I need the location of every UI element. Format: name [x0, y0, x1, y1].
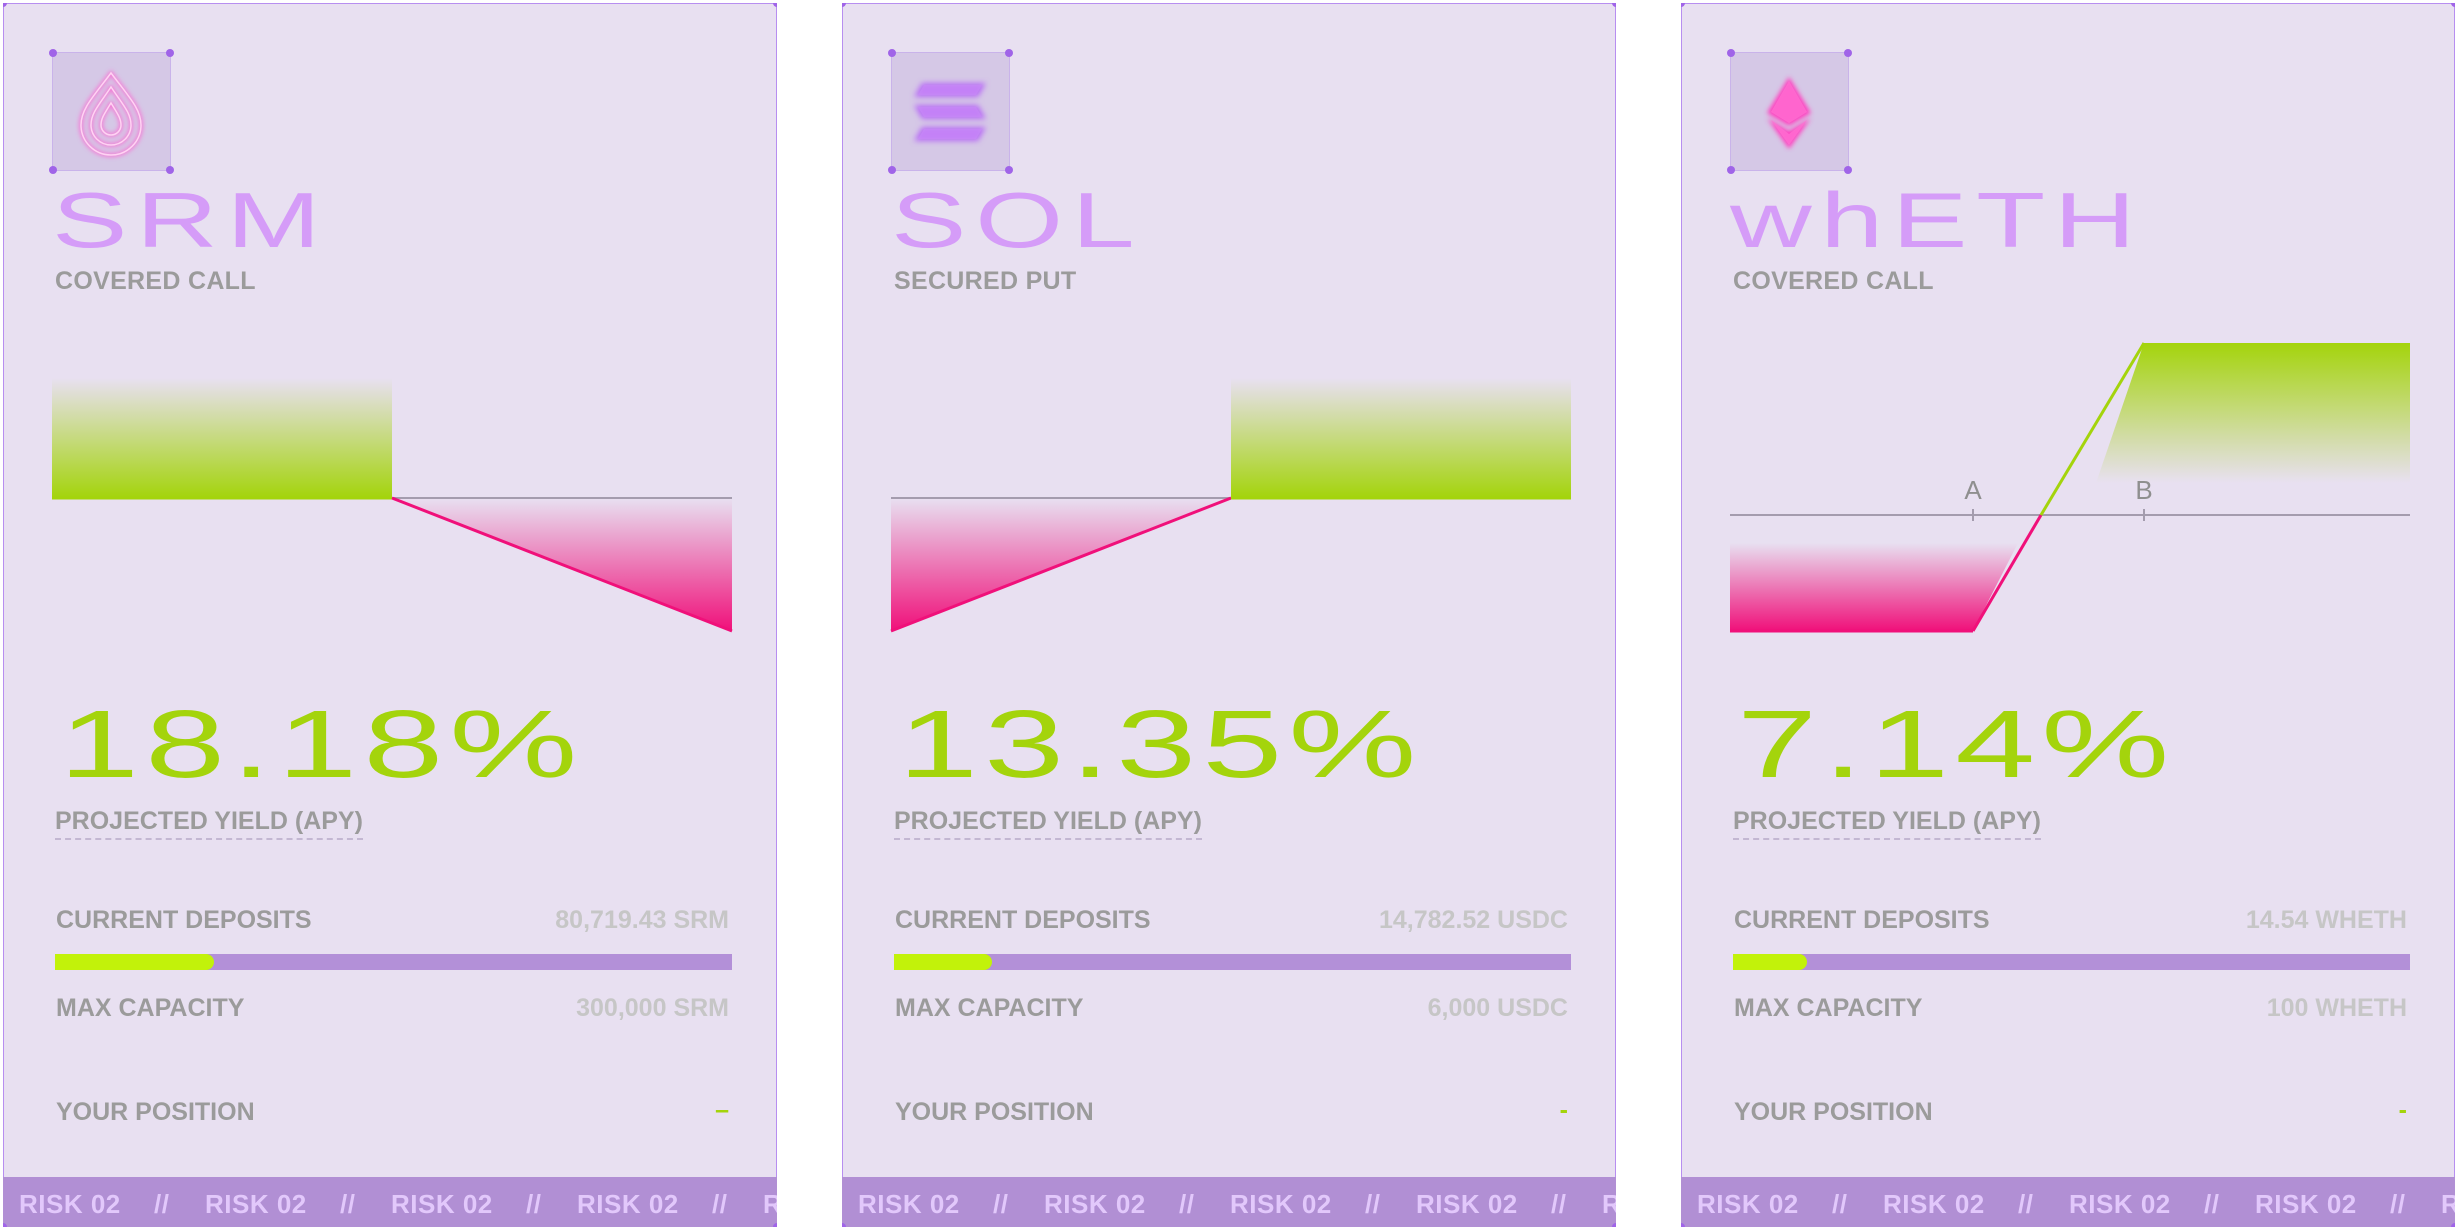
risk-separator: //	[712, 1189, 728, 1219]
risk-separator: //	[340, 1189, 356, 1219]
profit-area	[52, 378, 392, 498]
position-label: YOUR POSITION	[1734, 1098, 1933, 1126]
strategy-label: SECURED PUT	[894, 267, 1077, 295]
vault-card-wheth[interactable]: whETH COVERED CALL A B	[1681, 3, 2455, 1227]
strategy-label: COVERED CALL	[1733, 267, 1934, 295]
projected-yield: 18.18%	[59, 691, 584, 798]
deposits-value: 14,782.52 USDC	[1378, 906, 1568, 934]
payoff-diagram: A B	[1730, 342, 2410, 633]
serum-drop-icon	[79, 70, 143, 157]
payoff-line	[391, 496, 733, 633]
payoff-line	[2039, 342, 2146, 516]
loss-area	[1730, 543, 2018, 631]
projected-yield: 7.14%	[1737, 691, 2176, 798]
deposit-fill	[55, 954, 215, 970]
deposits-value: 14.54 WHETH	[2245, 906, 2407, 934]
risk-band: RISK 02 // RISK 02 // RISK 02 // RISK 02 // RISK…	[842, 1177, 1616, 1227]
asset-name: SRM	[52, 176, 330, 264]
risk-label: RISK 02	[1416, 1189, 1518, 1219]
risk-label: RISK 02	[1230, 1189, 1332, 1219]
card-border	[2454, 3, 2455, 1227]
risk-separator: //	[1179, 1189, 1195, 1219]
risk-separator: //	[2204, 1189, 2220, 1219]
position-value: –	[715, 1096, 729, 1124]
card-border	[1615, 3, 1616, 1227]
strategy-label: COVERED CALL	[55, 267, 256, 295]
risk-band: RISK 02 // RISK 02 // RISK 02 // RISK 02 // RISK…	[1681, 1177, 2455, 1227]
risk-label: RISK 02	[1044, 1189, 1146, 1219]
capacity-bar	[894, 954, 1571, 970]
risk-label: RISK 02	[2069, 1189, 2171, 1219]
risk-label: RISK 02	[205, 1189, 307, 1219]
yield-label[interactable]: PROJECTED YIELD (APY)	[894, 807, 1202, 840]
capacity-value: 300,000 SRM	[576, 994, 729, 1022]
asset-name: whETH	[1730, 176, 2145, 264]
projected-yield: 13.35%	[898, 691, 1423, 798]
capacity-value: 100 WHETH	[2266, 994, 2407, 1022]
vault-card-sol[interactable]: SOL SECURED PUT 13.35% PROJECTED YIELD (…	[842, 3, 1616, 1227]
profit-area	[1231, 378, 1571, 498]
capacity-value: 6,000 USDC	[1427, 994, 1568, 1022]
risk-separator: //	[993, 1189, 1009, 1219]
position-value: -	[2398, 1096, 2407, 1124]
asset-logo	[888, 49, 1013, 174]
risk-label: RISK 02	[1883, 1189, 1985, 1219]
solana-icon	[914, 83, 986, 141]
profit-area	[2096, 343, 2410, 483]
card-border	[842, 3, 1616, 4]
card-border	[842, 3, 843, 1227]
card-border	[3, 3, 4, 1227]
deposits-label: CURRENT DEPOSITS	[895, 906, 1151, 934]
risk-separator: //	[1365, 1189, 1381, 1219]
capacity-label: MAX CAPACITY	[895, 994, 1084, 1022]
risk-label: RISK 02	[1602, 1189, 1616, 1219]
risk-separator: //	[2390, 1189, 2406, 1219]
card-border	[1681, 3, 1682, 1227]
deposits-label: CURRENT DEPOSITS	[1734, 906, 1990, 934]
risk-separator: //	[154, 1189, 170, 1219]
asset-name: SOL	[891, 176, 1144, 264]
deposits-label: CURRENT DEPOSITS	[56, 906, 312, 934]
position-value: -	[1559, 1096, 1568, 1124]
risk-label: RISK 02	[763, 1189, 777, 1219]
card-border	[1681, 3, 2455, 4]
payoff-line	[1971, 514, 2043, 632]
risk-separator: //	[1832, 1189, 1848, 1219]
strike-label-a: A	[1964, 475, 1982, 505]
position-label: YOUR POSITION	[56, 1098, 255, 1126]
risk-label: RISK 02	[2255, 1189, 2357, 1219]
asset-logo	[49, 49, 174, 174]
deposits-value: 80,719.43 SRM	[555, 906, 729, 934]
position-label: YOUR POSITION	[895, 1098, 1094, 1126]
risk-label: RISK 02	[19, 1189, 121, 1219]
vault-card-srm[interactable]: SRM COVERED CALL 18.18% PROJECTED YIELD …	[3, 3, 777, 1227]
yield-label[interactable]: PROJECTED YIELD (APY)	[55, 807, 363, 840]
deposit-fill	[894, 954, 993, 970]
yield-label[interactable]: PROJECTED YIELD (APY)	[1733, 807, 2041, 840]
capacity-bar	[55, 954, 732, 970]
payoff-diagram	[52, 378, 733, 633]
capacity-label: MAX CAPACITY	[1734, 994, 1923, 1022]
payoff-diagram	[890, 378, 1571, 633]
card-border	[776, 3, 777, 1227]
capacity-label: MAX CAPACITY	[56, 994, 245, 1022]
asset-logo	[1727, 49, 1852, 174]
risk-label: RISK 02	[858, 1189, 960, 1219]
deposit-fill	[1733, 954, 1808, 970]
payoff-line	[890, 496, 1232, 633]
risk-separator: //	[2018, 1189, 2034, 1219]
ethereum-diamond-icon	[1767, 77, 1811, 149]
capacity-bar	[1733, 954, 2410, 970]
risk-label: RISK 02	[1697, 1189, 1799, 1219]
risk-band: RISK 02 // RISK 02 // RISK 02 // RISK 02 // RISK…	[3, 1177, 777, 1227]
card-border	[3, 3, 777, 4]
risk-label: RISK 02	[391, 1189, 493, 1219]
risk-separator: //	[526, 1189, 542, 1219]
risk-label: RISK 02	[2441, 1189, 2455, 1219]
risk-separator: //	[1551, 1189, 1567, 1219]
risk-label: RISK 02	[577, 1189, 679, 1219]
